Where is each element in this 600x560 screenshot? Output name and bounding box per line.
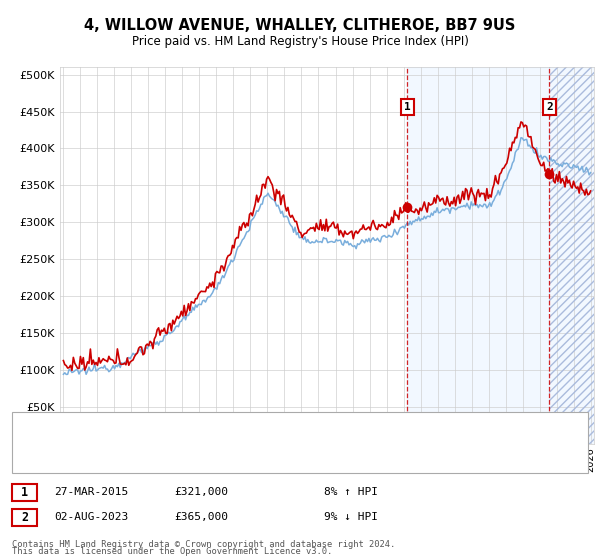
Text: 1: 1	[21, 486, 28, 499]
Text: £365,000: £365,000	[174, 512, 228, 522]
Text: 1: 1	[404, 102, 411, 112]
Text: 02-AUG-2023: 02-AUG-2023	[54, 512, 128, 522]
Text: £321,000: £321,000	[174, 487, 228, 497]
Text: 2: 2	[546, 102, 553, 112]
Text: ——: ——	[24, 421, 55, 436]
Text: 27-MAR-2015: 27-MAR-2015	[54, 487, 128, 497]
Text: Price paid vs. HM Land Registry's House Price Index (HPI): Price paid vs. HM Land Registry's House …	[131, 35, 469, 49]
Bar	[407, 67, 600, 444]
Text: Contains HM Land Registry data © Crown copyright and database right 2024.: Contains HM Land Registry data © Crown c…	[12, 540, 395, 549]
Text: 4, WILLOW AVENUE, WHALLEY, CLITHEROE, BB7 9US: 4, WILLOW AVENUE, WHALLEY, CLITHEROE, BB…	[85, 18, 515, 32]
Text: ——: ——	[24, 449, 55, 464]
Text: 9% ↓ HPI: 9% ↓ HPI	[324, 512, 378, 522]
Text: 4, WILLOW AVENUE, WHALLEY, CLITHEROE, BB7 9US (detached house): 4, WILLOW AVENUE, WHALLEY, CLITHEROE, BB…	[60, 423, 448, 433]
Text: 8% ↑ HPI: 8% ↑ HPI	[324, 487, 378, 497]
Bar	[550, 60, 600, 444]
Text: This data is licensed under the Open Government Licence v3.0.: This data is licensed under the Open Gov…	[12, 547, 332, 556]
Text: 2: 2	[21, 511, 28, 524]
Text: HPI: Average price, detached house, Ribble Valley: HPI: Average price, detached house, Ribb…	[60, 451, 366, 461]
